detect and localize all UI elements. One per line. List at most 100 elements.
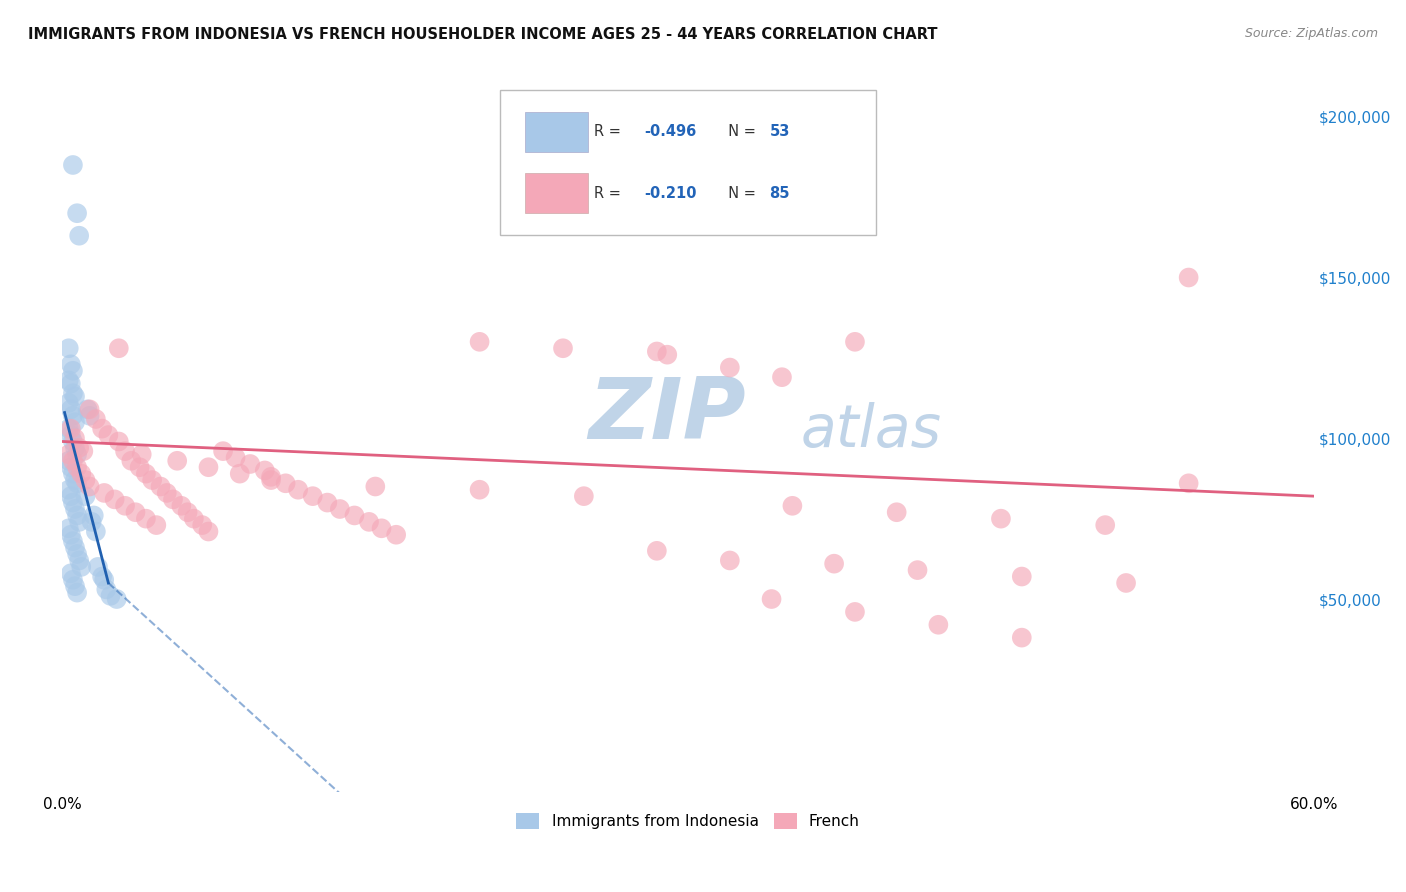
Point [191,518,214,533]
Point [76,402,98,417]
Point [468,483,491,497]
Point [104,492,127,507]
Point [79,402,101,417]
Point [370,521,392,535]
Point [645,344,668,359]
Point [62,454,84,468]
Point [260,473,283,487]
Point [59,428,82,442]
Point [170,499,193,513]
Point [718,553,741,567]
Point [1177,270,1199,285]
Point [316,495,339,509]
Point [67,228,90,243]
Point [91,422,114,436]
Point [66,460,89,475]
Point [62,573,84,587]
Point [66,206,89,220]
Point [67,441,90,455]
Point [93,486,115,500]
Point [141,473,163,487]
Point [63,415,86,429]
Point [718,360,741,375]
Point [58,483,80,497]
Point [93,573,115,587]
Text: R =: R = [595,124,626,139]
Point [63,473,86,487]
Point [364,479,387,493]
Point [301,489,323,503]
Point [70,467,93,481]
Text: 53: 53 [769,124,790,139]
Point [62,534,84,549]
Point [63,389,86,403]
Point [66,585,89,599]
Point [239,457,262,471]
Text: ZIP: ZIP [588,375,745,458]
Point [927,617,949,632]
Point [166,454,188,468]
Text: 85: 85 [769,186,790,202]
Point [62,386,84,401]
Point [62,495,84,509]
Point [58,447,80,461]
Point [107,434,129,449]
Point [59,460,82,475]
Point [657,348,679,362]
Point [70,560,93,574]
FancyBboxPatch shape [526,112,588,152]
Point [87,560,110,574]
Text: IMMIGRANTS FROM INDONESIA VS FRENCH HOUSEHOLDER INCOME AGES 25 - 44 YEARS CORREL: IMMIGRANTS FROM INDONESIA VS FRENCH HOUS… [28,27,938,42]
Point [66,547,89,561]
Point [83,508,105,523]
Point [1094,518,1116,533]
Point [1177,476,1199,491]
Text: N =: N = [720,124,761,139]
Point [844,334,866,349]
Point [1011,569,1033,583]
Point [63,441,86,455]
Point [329,502,352,516]
Point [107,341,129,355]
Text: -0.210: -0.210 [644,186,697,202]
Point [128,460,150,475]
Point [63,502,86,516]
Point [58,422,80,436]
Point [253,463,276,477]
Point [770,370,793,384]
Text: -0.496: -0.496 [644,124,696,139]
FancyBboxPatch shape [526,173,588,213]
Point [260,470,283,484]
Point [120,454,142,468]
Point [105,592,128,607]
Point [761,592,783,607]
Point [572,489,595,503]
Point [274,476,297,491]
Point [823,557,845,571]
Point [84,412,107,426]
Point [63,579,86,593]
Point [63,431,86,445]
Point [844,605,866,619]
Point [80,515,103,529]
Point [72,444,94,458]
Point [162,492,184,507]
Point [886,505,908,519]
Point [1011,631,1033,645]
Point [91,569,114,583]
Legend: Immigrants from Indonesia, French: Immigrants from Indonesia, French [510,806,866,835]
Point [59,489,82,503]
Point [66,447,89,461]
Text: N =: N = [720,186,761,202]
Point [183,511,205,525]
Point [287,483,309,497]
Point [197,460,219,475]
Point [59,527,82,541]
Point [66,476,89,491]
Point [990,511,1012,525]
Point [84,524,107,539]
Point [62,409,84,423]
Point [645,544,668,558]
Point [62,158,84,172]
Point [197,524,219,539]
